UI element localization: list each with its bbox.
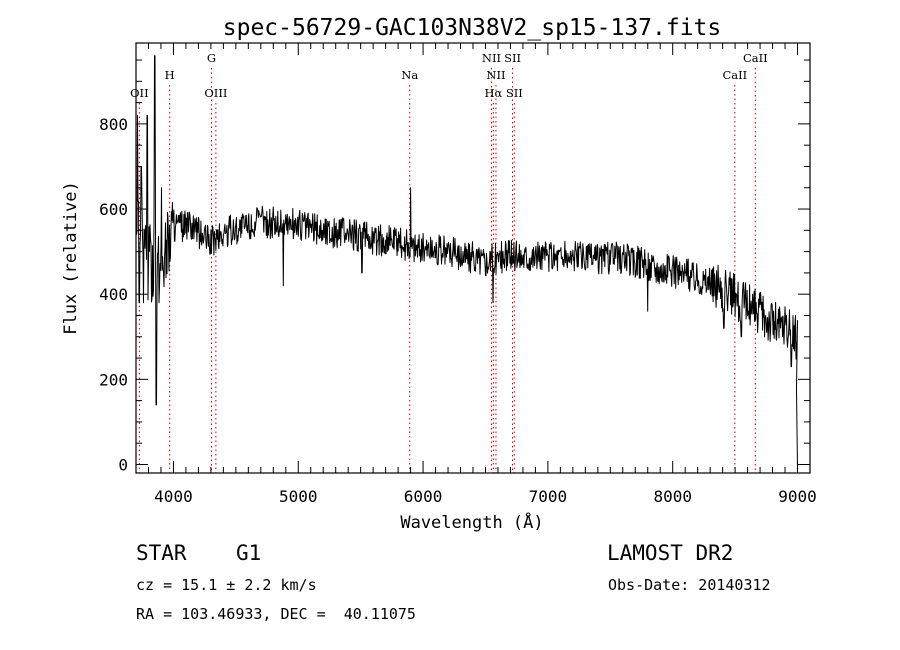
object-type: STAR (136, 541, 187, 565)
redshift-readout: cz = 15.1 ± 2.2 km/s (136, 576, 317, 594)
y-tick-label: 400 (99, 285, 128, 304)
line-marker-label: CaII (743, 51, 768, 65)
line-marker-label: NII (482, 51, 501, 65)
x-tick-label: 7000 (529, 487, 568, 506)
line-marker-label: CaII (722, 68, 747, 82)
survey-name: LAMOST DR2 (607, 541, 734, 565)
plot-frame (135, 42, 811, 474)
line-marker-label: G (207, 51, 216, 65)
y-tick-label: 200 (99, 370, 128, 389)
coordinates: RA = 103.46933, DEC = 40.11075 (136, 605, 416, 623)
line-marker-label: SII (504, 51, 521, 65)
y-axis-label: Flux (relative) (61, 181, 81, 335)
y-tick-label: 800 (99, 115, 128, 134)
line-marker-label: Na (401, 68, 418, 82)
line-marker-label: NII (486, 68, 505, 82)
y-tick-label: 600 (99, 200, 128, 219)
chart-title: spec-56729-GAC103N38V2_sp15-137.fits (223, 15, 722, 41)
x-tick-label: 4000 (154, 487, 193, 506)
y-tick-label: 0 (118, 455, 128, 474)
x-tick-label: 8000 (653, 487, 692, 506)
line-marker-label: SII (506, 86, 523, 100)
line-marker-label: Hα (484, 86, 502, 100)
obs-date: Obs-Date: 20140312 (608, 576, 771, 594)
x-tick-label: 9000 (778, 487, 817, 506)
axis-ticks: 4000 5000 6000 7000 8000 9000 0 200 400 600 800 (99, 43, 817, 506)
line-marker-label: OIII (204, 86, 227, 100)
object-subclass: G1 (236, 541, 262, 565)
spectrum-line (135, 55, 798, 471)
x-axis-label: Wavelength (Å) (400, 511, 543, 533)
x-tick-label: 6000 (404, 487, 443, 506)
x-tick-label: 5000 (279, 487, 318, 506)
line-marker-label: OII (130, 86, 149, 100)
line-marker-label: H (165, 68, 175, 82)
line-markers: OII H G OIII Na NII NII Hα SII SII CaII CaII (130, 51, 768, 473)
